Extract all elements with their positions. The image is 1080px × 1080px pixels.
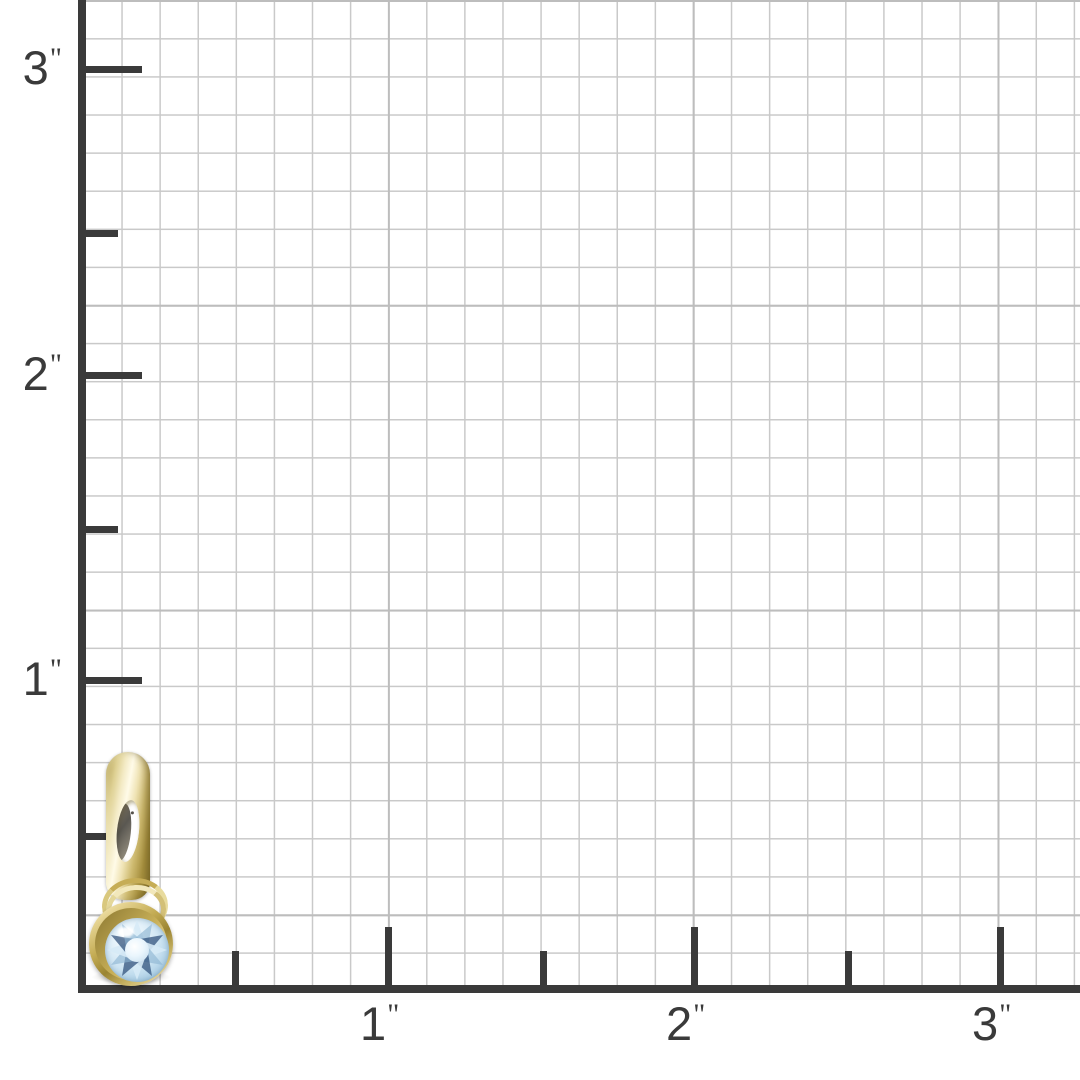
horizontal-label-1in-value: 1 <box>360 997 387 1050</box>
graph-paper-grid <box>84 0 1080 989</box>
horizontal-label-3in-value: 3 <box>972 997 999 1050</box>
vertical-tick-3in <box>84 66 142 73</box>
horizontal-tick-2in <box>691 927 698 985</box>
horizontal-label-3in: 3" <box>972 997 1012 1050</box>
vertical-label-2in-value: 2 <box>22 347 49 400</box>
vertical-tick-1_5in <box>84 526 118 533</box>
horizontal-tick-1_5in <box>540 951 547 985</box>
horizontal-label-1in-symbol: " <box>387 998 400 1031</box>
product-image-aquamarine-bezel-pendant <box>86 752 178 987</box>
vertical-label-1in: 1" <box>22 652 62 705</box>
vertical-tick-1in <box>84 677 142 684</box>
vertical-label-3in-symbol: " <box>49 42 62 75</box>
horizontal-label-2in-symbol: " <box>693 998 706 1031</box>
vertical-label-3in-value: 3 <box>22 41 49 94</box>
vertical-tick-2_5in <box>84 230 118 237</box>
vertical-label-2in: 2" <box>22 347 62 400</box>
horizontal-tick-2_5in <box>845 951 852 985</box>
vertical-label-1in-symbol: " <box>49 653 62 686</box>
horizontal-axis-line <box>78 985 1080 993</box>
pendant-gemstone <box>105 918 169 982</box>
vertical-tick-0_5in <box>84 833 118 840</box>
vertical-axis-line <box>78 0 86 993</box>
gemstone-table-facet <box>125 938 149 962</box>
gemstone-highlight <box>118 927 134 937</box>
horizontal-label-2in: 2" <box>666 997 706 1050</box>
vertical-label-1in-value: 1 <box>22 652 49 705</box>
pendant-bezel-setting <box>89 902 173 986</box>
horizontal-label-3in-symbol: " <box>999 998 1012 1031</box>
horizontal-label-2in-value: 2 <box>666 997 693 1050</box>
horizontal-tick-3in <box>997 927 1004 985</box>
horizontal-tick-1in <box>385 927 392 985</box>
vertical-label-3in: 3" <box>22 41 62 94</box>
vertical-tick-2in <box>84 372 142 379</box>
pendant-bezel-inner-rim <box>95 908 169 982</box>
horizontal-tick-0_5in <box>232 951 239 985</box>
horizontal-label-1in: 1" <box>360 997 400 1050</box>
vertical-label-2in-symbol: " <box>49 348 62 381</box>
